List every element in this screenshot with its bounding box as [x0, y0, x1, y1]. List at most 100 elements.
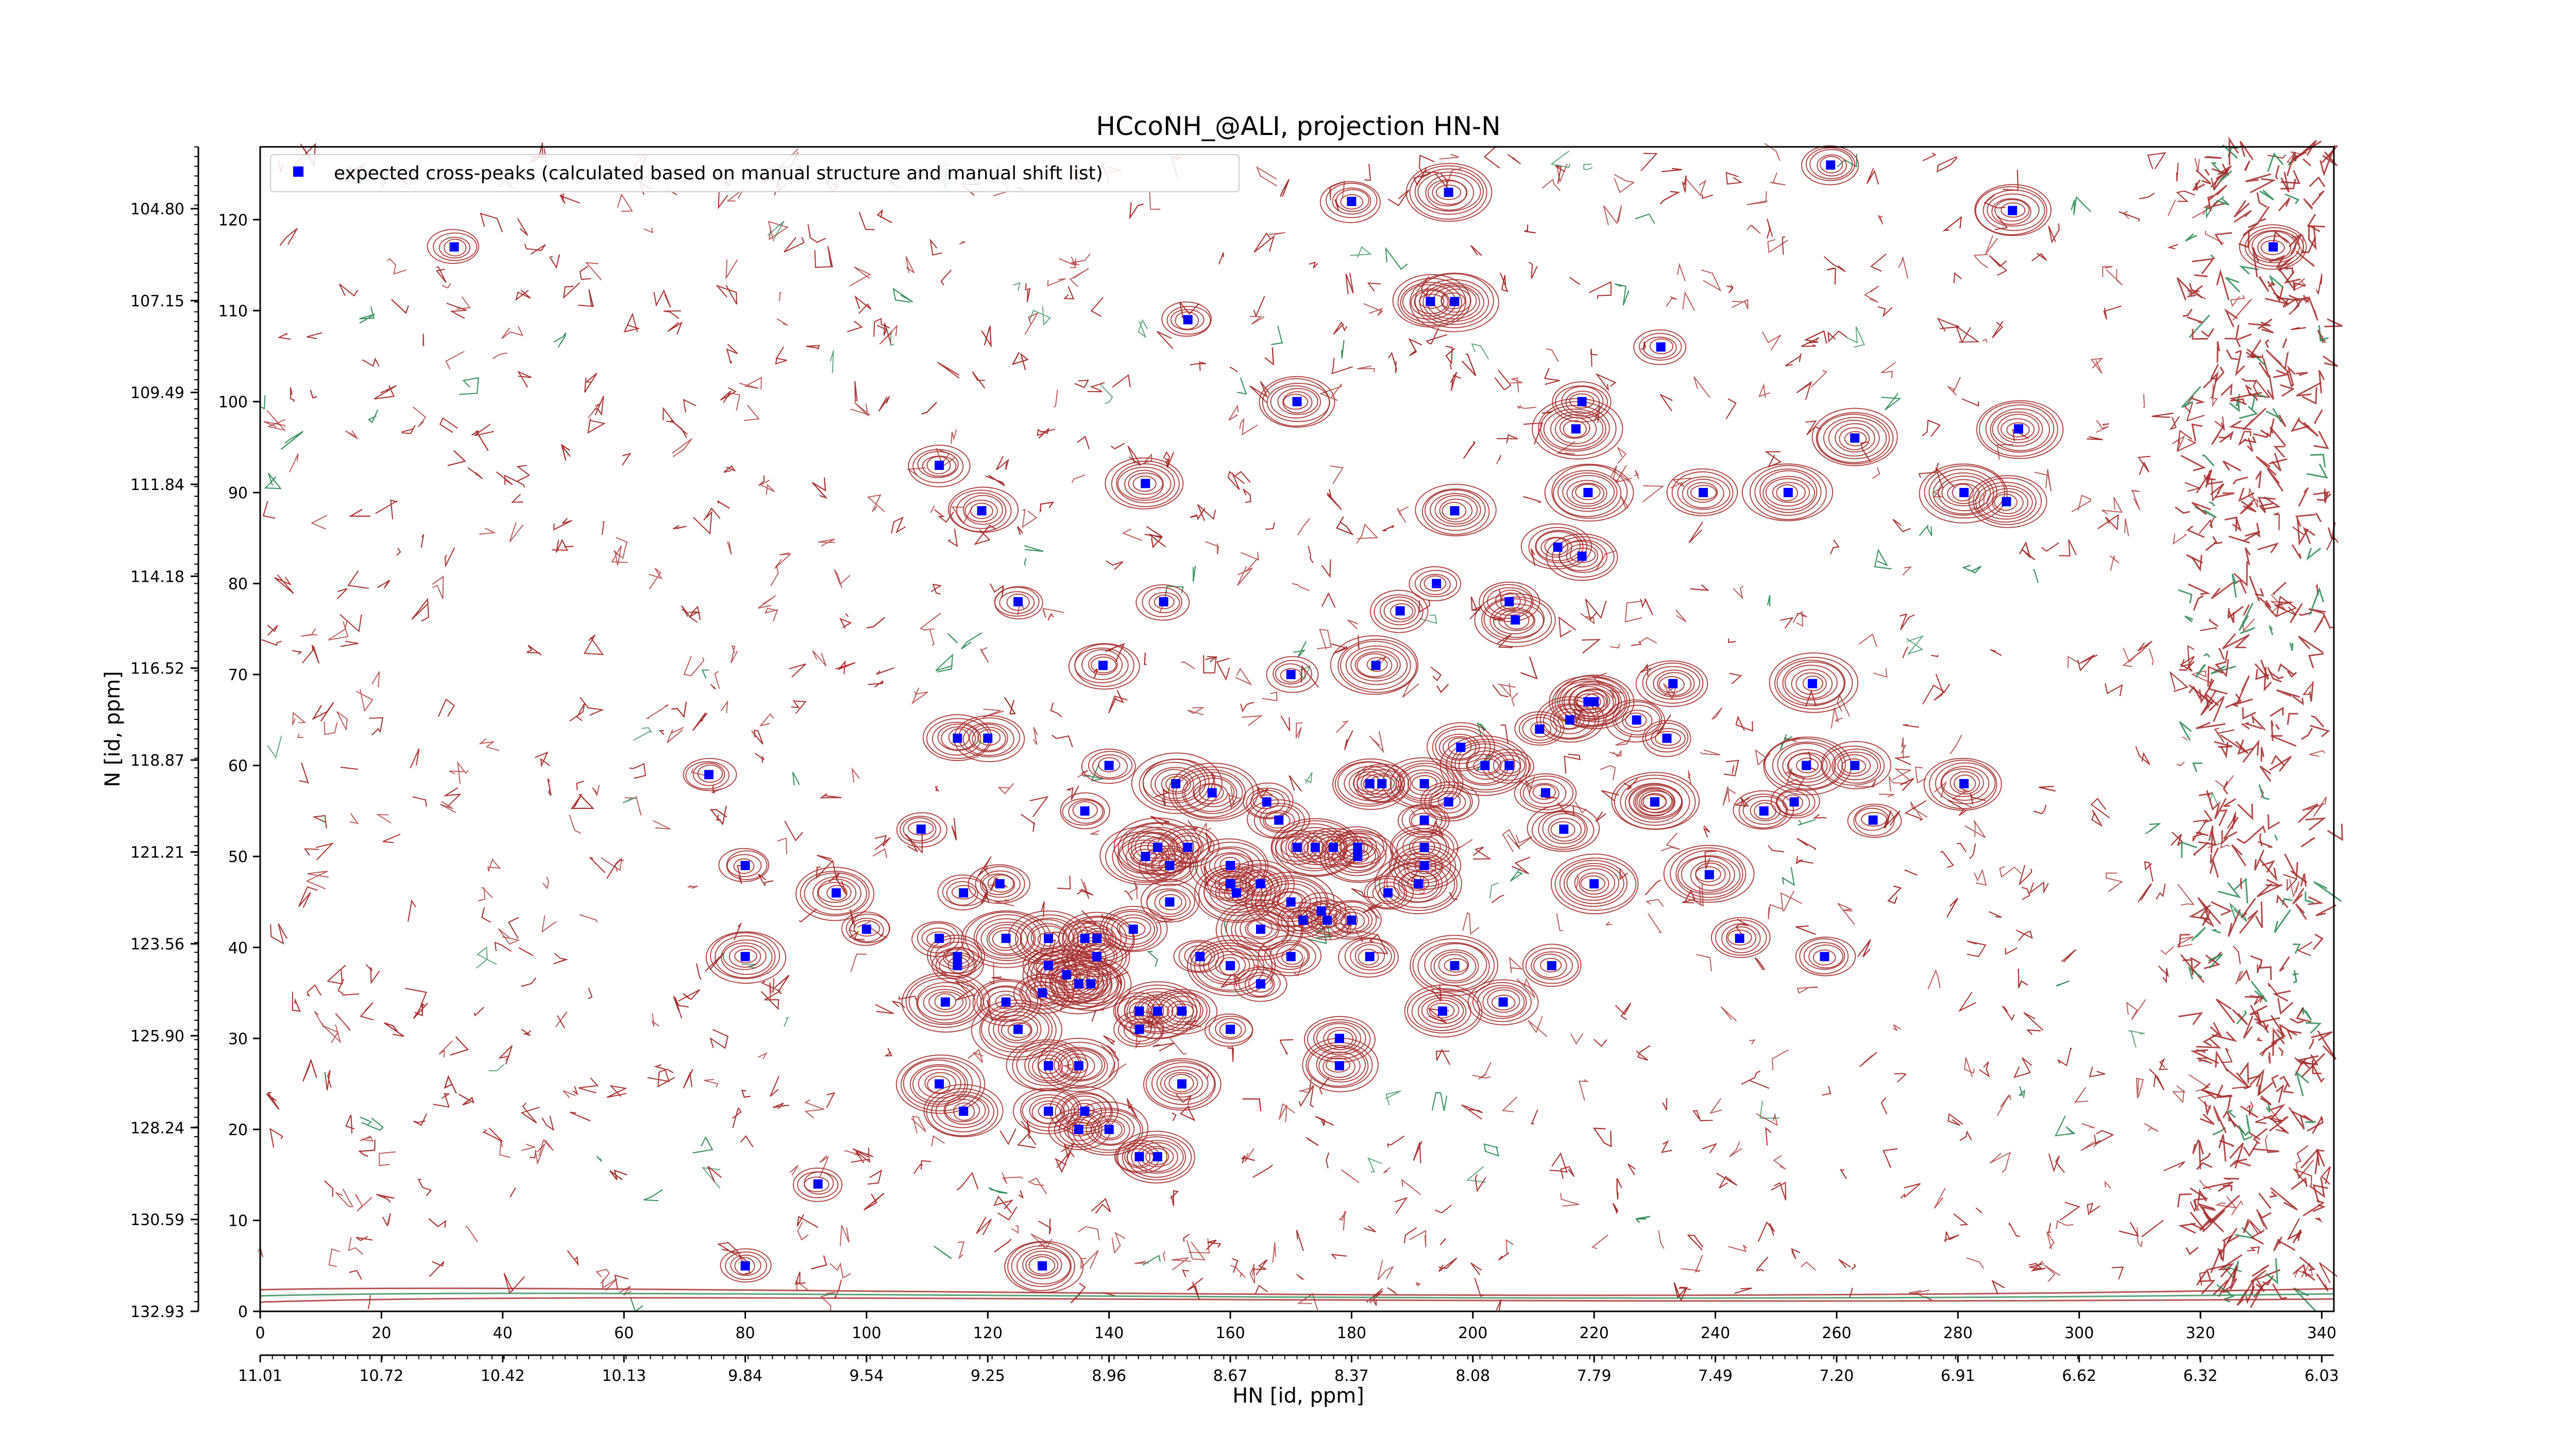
noise-contour: [2238, 969, 2250, 982]
x-ppm-tick-label: 10.42: [481, 1367, 525, 1385]
peak-contour: [1467, 979, 1539, 1025]
noise-contour: [450, 1036, 469, 1056]
noise-contour: [2314, 1149, 2326, 1174]
noise-contour: [1796, 381, 1812, 400]
noise-contour: [1662, 168, 1682, 173]
noise-contour: [2308, 224, 2320, 240]
peak-contour: [1444, 958, 1468, 973]
noise-contour: [2286, 1030, 2302, 1040]
noise-contour: [1725, 172, 1743, 185]
noise-contour: [280, 431, 303, 450]
noise-contour: [814, 246, 833, 268]
cross-peak-point: [1292, 397, 1302, 407]
noise-contour: [1810, 369, 1827, 388]
noise-contour: [2195, 664, 2206, 678]
peak-contour: [1081, 748, 1136, 784]
peak-contour: [792, 1168, 843, 1202]
peak-contour: [1975, 482, 2037, 523]
cross-peak-markers: [449, 160, 2278, 1271]
noise-contour: [2244, 384, 2252, 396]
noise-contour: [689, 605, 701, 623]
noise-contour: [478, 887, 493, 902]
noise-contour: [314, 1010, 325, 1027]
x-tick-label: 60: [614, 1324, 634, 1342]
noise-contour: [1837, 154, 1857, 168]
noise-contour: [1297, 518, 1310, 536]
noise-contour: [2087, 436, 2103, 441]
noise-contour: [1883, 1148, 1898, 1168]
noise-contour: [1544, 367, 1560, 385]
noise-contour: [1857, 939, 1871, 957]
noise-contour: [2273, 369, 2290, 378]
peak-contour: [1727, 929, 1752, 946]
noise-contour: [1438, 1257, 1458, 1272]
noise-contour: [2308, 608, 2326, 614]
noise-contour: [1367, 282, 1381, 292]
cross-peak-point: [1038, 1261, 1047, 1271]
noise-contour: [467, 467, 483, 479]
noise-contour: [2186, 554, 2204, 564]
peak-contour: [1038, 1103, 1061, 1119]
noise-contour: [2308, 296, 2318, 321]
peak-contour: [1802, 676, 1824, 691]
noise-contour: [2252, 1128, 2268, 1144]
peak-contour: [1140, 837, 1176, 859]
noise-contour: [312, 815, 327, 829]
cross-peak-point: [1419, 779, 1429, 788]
noise-contour: [1913, 1289, 1933, 1301]
noise-contour: [988, 1187, 1008, 1194]
peak-contour: [1546, 533, 1618, 581]
cross-peak-point: [2268, 242, 2278, 252]
peak-contour: [1493, 754, 1526, 777]
noise-contour: [1681, 1255, 1703, 1273]
noise-contour: [1693, 376, 1710, 398]
noise-contour: [1017, 1133, 1037, 1149]
peak-contour: [1571, 482, 1605, 504]
noise-contour: [1024, 312, 1039, 335]
noise-contour: [1112, 374, 1131, 388]
noise-contour: [324, 1070, 332, 1091]
noise-contour: [1827, 330, 1848, 343]
noise-contour: [1255, 1285, 1268, 1295]
noise-contour: [2257, 1082, 2274, 1096]
peak-contour: [1011, 1245, 1072, 1287]
peak-contour: [1319, 181, 1381, 223]
noise-contour: [1982, 339, 1988, 344]
noise-contour: [2255, 1017, 2280, 1028]
noise-contour: [2308, 896, 2324, 905]
peak-contour: [1266, 656, 1319, 693]
noise-contour: [418, 1178, 432, 1196]
noise-contour: [2202, 1181, 2233, 1192]
peak-contour: [1561, 386, 1604, 417]
noise-contour: [1206, 1239, 1222, 1250]
y-axis-ppm: 132.93130.59128.24125.90123.56121.21118.…: [130, 146, 198, 1321]
noise-contour: [263, 421, 285, 428]
x-tick-label: 260: [1822, 1324, 1851, 1342]
noise-contour: [1768, 845, 1785, 853]
noise-contour: [1038, 1218, 1052, 1235]
noise-contour: [1296, 1273, 1304, 1280]
noise-contour: [2239, 602, 2254, 631]
noise-contour: [340, 767, 358, 770]
noise-contour: [1179, 1105, 1196, 1121]
noise-contour: [673, 525, 687, 530]
noise-contour: [1363, 303, 1383, 316]
peak-contour: [1067, 1056, 1089, 1074]
noise-contour: [2167, 199, 2176, 216]
noise-contour: [1197, 504, 1216, 521]
noise-contour: [443, 787, 462, 807]
noise-contour: [499, 1141, 511, 1158]
x-tick-label: 100: [852, 1324, 881, 1342]
noise-contour: [623, 312, 640, 333]
peak-contour: [1086, 1111, 1135, 1146]
peak-contour: [1034, 955, 1122, 1015]
noise-contour: [1556, 913, 1563, 932]
peak-contour: [1421, 997, 1464, 1024]
cross-peak-point: [1195, 952, 1205, 961]
noise-contour: [811, 477, 828, 499]
noise-contour: [940, 269, 952, 285]
noise-contour: [1724, 760, 1739, 777]
peak-contour: [962, 722, 1015, 756]
noise-contour: [1237, 566, 1253, 586]
noise-contour: [784, 820, 803, 841]
